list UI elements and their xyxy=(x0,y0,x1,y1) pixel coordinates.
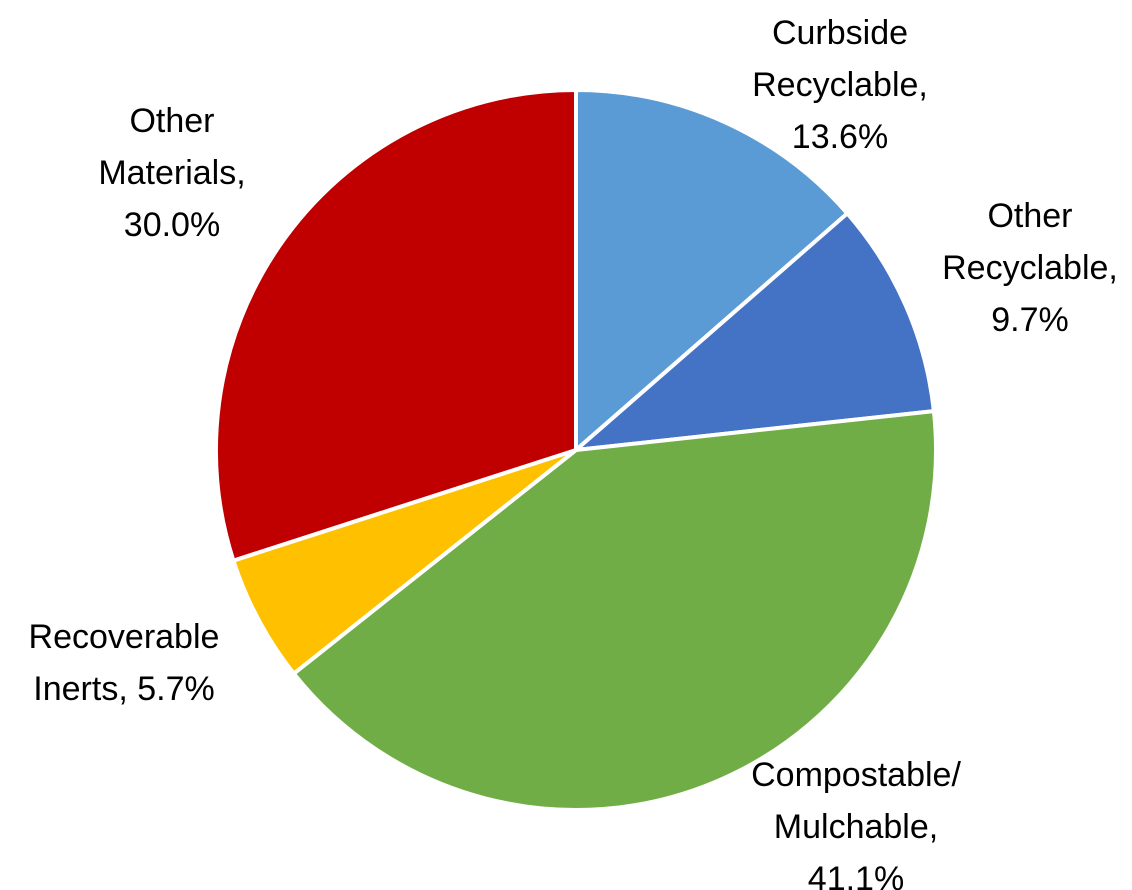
pie-slice-other-materials xyxy=(214,88,578,563)
data-label-line: 30.0% xyxy=(124,206,220,244)
data-label-compostable-mulchable: Compostable/Mulchable, 41.1% xyxy=(751,756,961,890)
data-label-line: Mulchable, xyxy=(774,808,938,846)
data-label-recoverable-inerts: Recoverable Inerts, 5.7% xyxy=(29,618,220,708)
data-label-line: 13.6% xyxy=(792,118,888,156)
data-label-curbside-recyclable: Curbside Recyclable, 13.6% xyxy=(752,14,928,156)
data-label-line: Other xyxy=(987,197,1072,235)
pie-slice-curbside-recyclable xyxy=(574,88,850,452)
data-label-line: Materials, xyxy=(98,154,245,192)
data-label-line: Recoverable xyxy=(29,618,220,656)
pie-labels: Curbside Recyclable, 13.6% Other Recyclable,… xyxy=(29,14,1118,890)
data-label-line: 9.7% xyxy=(991,301,1069,339)
data-label-line: Recyclable, xyxy=(752,66,928,104)
data-label-line: Curbside xyxy=(772,14,908,52)
data-label-other-materials: Other Materials, 30.0% xyxy=(98,102,245,244)
pie-slices xyxy=(214,88,938,812)
pie-slice-other-recyclable xyxy=(574,211,936,452)
pie-slice-compostable-mulchable xyxy=(291,409,938,812)
data-label-line: Inerts, 5.7% xyxy=(33,670,214,708)
data-label-line: Recyclable, xyxy=(942,249,1118,287)
data-label-line: 41.1% xyxy=(808,860,904,890)
data-label-line: Other xyxy=(129,102,214,140)
data-label-line: Compostable/ xyxy=(751,756,961,794)
data-label-other-recyclable: Other Recyclable, 9.7% xyxy=(942,197,1118,339)
pie-slice-recoverable-inerts xyxy=(231,448,578,676)
